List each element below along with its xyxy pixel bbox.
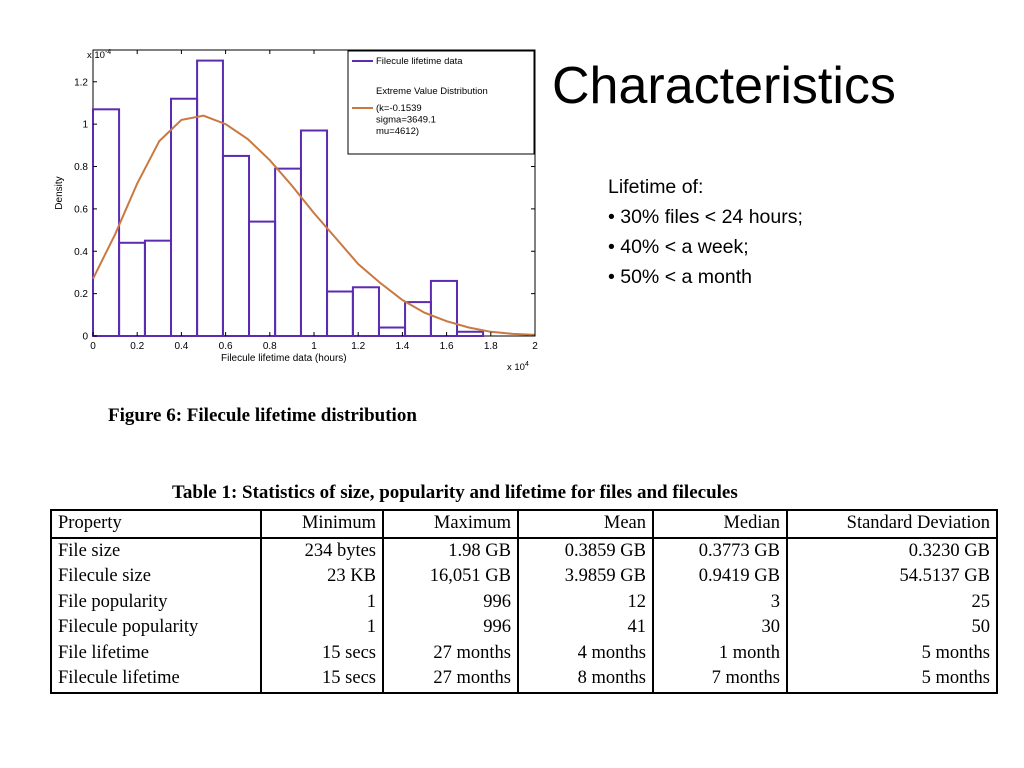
table-cell: 4 months [517,640,654,666]
table-cell: 15 secs [260,640,384,666]
x-tick-label: 2 [532,341,538,352]
table-cell: 1 month [652,640,788,666]
table-header-row: Property Minimum Maximum Mean Median Sta… [50,510,998,539]
table-row: Filecule size 23 KB 16,051 GB 3.9859 GB … [50,564,998,590]
table-cell: 1 [260,615,384,641]
header-cell: Mean [517,510,654,539]
table-row: File size 234 bytes 1.98 GB 0.3859 GB 0.… [50,537,998,564]
table-row: Filecule popularity 1 996 41 30 50 [50,615,998,641]
bullet-item: • 50% < a month [608,266,752,288]
bullet-heading: Lifetime of: [608,176,704,198]
figure-caption: Figure 6: Filecule lifetime distribution [108,405,417,426]
y-tick-label: 0.4 [74,247,88,258]
table-cell: 25 [786,589,998,615]
header-cell: Maximum [382,510,519,539]
histogram-chart: 0 0.2 0.4 0.6 0.8 1 1.2 1.4 1.6 1.8 2 0 0.2 0.4 0.6 0.8… [45,38,550,378]
histogram-bar [429,279,458,337]
x-tick-label: 0.4 [174,341,188,352]
table-cell: 23 KB [260,564,384,590]
table-cell: Filecule lifetime [50,666,262,693]
x-multiplier-label: x 104 [507,361,529,373]
table-cell: Filecule popularity [50,615,262,641]
table-cell: 5 months [786,666,998,693]
y-axis-label: Density [54,176,65,209]
table-caption: Table 1: Statistics of size, popularity … [172,482,738,503]
legend-label: Filecule lifetime data [376,56,463,67]
table-cell: 8 months [517,666,654,693]
x-tick-label: 1 [311,341,317,352]
legend-param: sigma=3649.1 [376,115,436,126]
table-cell: 0.3773 GB [652,537,788,564]
slide-title: Characteristics [552,57,896,115]
table-cell: Filecule size [50,564,262,590]
table-cell: 0.3859 GB [517,537,654,564]
table-row: File popularity 1 996 12 3 25 [50,589,998,615]
table-cell: 15 secs [260,666,384,693]
y-tick-label: 0.6 [74,204,88,215]
table-cell: 12 [517,589,654,615]
x-tick-label: 0.8 [263,341,277,352]
table-cell: 50 [786,615,998,641]
table-cell: File size [50,537,262,564]
table-cell: 30 [652,615,788,641]
table-cell: File lifetime [50,640,262,666]
table-cell: 27 months [382,640,519,666]
bullet-item: • 30% files < 24 hours; [608,206,803,228]
legend-param: (k=-0.1539 [376,103,422,114]
chart-svg: 0 0.2 0.4 0.6 0.8 1 1.2 1.4 1.6 1.8 2 0 0.2 0.4 0.6 0.8… [54,49,538,373]
table-cell: 1.98 GB [382,537,519,564]
header-cell: Standard Deviation [786,510,998,539]
statistics-table: Property Minimum Maximum Mean Median Sta… [50,509,998,694]
lifetime-bullets: Lifetime of: • 30% files < 24 hours; • 4… [608,172,803,292]
x-tick-label: 0.2 [130,341,144,352]
table-cell: 3.9859 GB [517,564,654,590]
y-tick-label: 0.2 [74,289,88,300]
table-cell: 1 [260,589,384,615]
table-cell: 54.5137 GB [786,564,998,590]
header-cell: Median [652,510,788,539]
x-axis-label: Filecule lifetime data (hours) [221,353,347,364]
y-tick-label: 0.8 [74,162,88,173]
table-cell: 16,051 GB [382,564,519,590]
legend-box [347,50,535,155]
table-cell: 27 months [382,666,519,693]
header-cell: Property [50,510,262,539]
table-cell: 234 bytes [260,537,384,564]
table-cell: 3 [652,589,788,615]
table-cell: File popularity [50,589,262,615]
table-cell: 0.9419 GB [652,564,788,590]
histogram-bar [455,330,485,338]
x-tick-label: 0.6 [219,341,233,352]
histogram-bar [351,286,380,338]
x-tick-label: 1.6 [440,341,454,352]
legend-label: Extreme Value Distribution [376,86,488,97]
table-cell: 7 months [652,666,788,693]
header-cell: Minimum [260,510,384,539]
table-cell: 996 [382,589,519,615]
table-row: Filecule lifetime 15 secs 27 months 8 mo… [50,666,998,693]
table-cell: 41 [517,615,654,641]
x-tick-label: 0 [90,341,96,352]
fit-curve-line [92,114,536,336]
y-tick-label: 1.2 [74,77,88,88]
y-tick-label: 0 [82,332,88,343]
x-tick-label: 1.2 [351,341,365,352]
table-cell: 0.3230 GB [786,537,998,564]
table-row: File lifetime 15 secs 27 months 4 months… [50,640,998,666]
bullet-item: • 40% < a week; [608,236,749,258]
y-tick-label: 1 [82,120,88,131]
table-cell: 996 [382,615,519,641]
legend-param: mu=4612) [376,126,419,137]
x-tick-label: 1.4 [395,341,409,352]
table-cell: 5 months [786,640,998,666]
x-tick-label: 1.8 [484,341,498,352]
